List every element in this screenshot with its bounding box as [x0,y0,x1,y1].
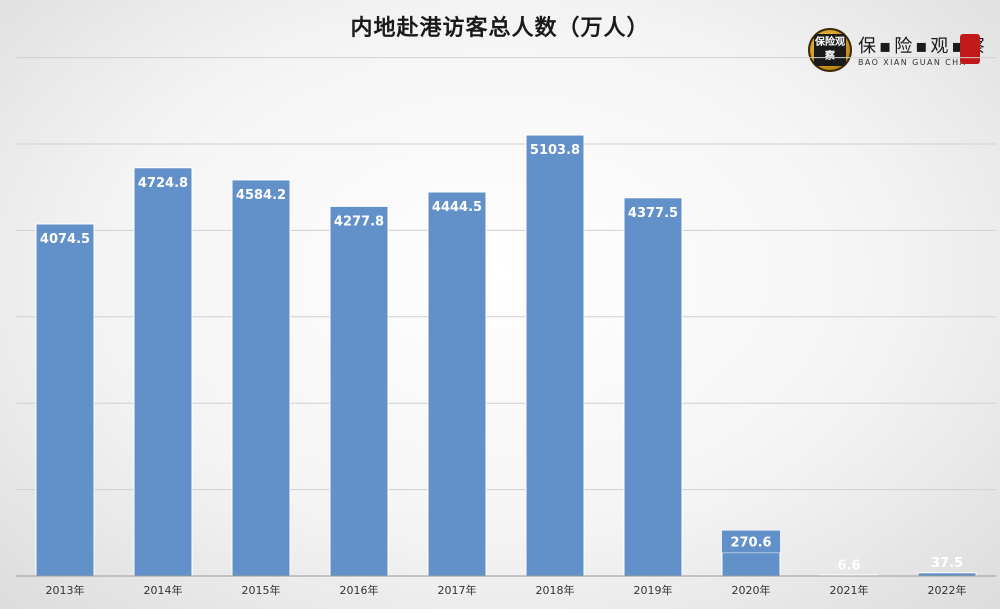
logo-name: 保▪险▪观▪察 [858,36,988,57]
x-tick-label: 2014年 [144,583,183,597]
chart-title: 内地赴港访客总人数（万人） [350,15,650,41]
data-label: 6.6 [837,558,860,573]
x-tick-labels: 2013年 2014年 2015年 2016年 2017年 2018年 2019年 2020年… [46,583,967,597]
data-label: 4277.8 [334,214,384,229]
data-label: 4584.2 [236,188,286,203]
data-label: 4074.5 [40,232,90,247]
bar [329,205,389,577]
bars [35,134,977,577]
data-label: 270.6 [730,536,771,551]
x-tick-label: 2021年 [830,583,869,597]
data-label: 4444.5 [432,200,482,215]
bar [231,179,291,577]
data-label: 4724.8 [138,176,188,191]
data-label: 4377.5 [628,206,678,221]
x-tick-label: 2018年 [536,583,575,597]
brand-logo: 保险观察 保▪险▪观▪察 BAO XIAN GUAN CHA [808,26,988,76]
data-label-backing [722,530,780,553]
x-tick-label: 2015年 [242,583,281,597]
x-tick-label: 2013年 [46,583,85,597]
x-tick-label: 2017年 [438,583,477,597]
x-tick-label: 2019年 [634,583,673,597]
x-tick-label: 2016年 [340,583,379,597]
x-tick-label: 2020年 [732,583,771,597]
logo-seal-icon: 保险观察 [808,28,852,72]
logo-subtitle: BAO XIAN GUAN CHA [858,58,967,67]
bar [427,191,487,577]
bar [623,197,683,577]
bar [525,134,585,577]
data-label: 37.5 [931,556,963,571]
data-labels: 4074.5 4724.8 4584.2 4277.8 4444.5 5103.8 4377… [40,143,963,573]
x-tick-label: 2022年 [928,583,967,597]
logo-seal-text: 保险观察 [814,34,846,66]
data-label: 5103.8 [530,143,580,158]
bar [133,167,193,577]
bar [35,223,95,577]
logo-stamp-icon [960,34,980,64]
bar [721,552,781,577]
